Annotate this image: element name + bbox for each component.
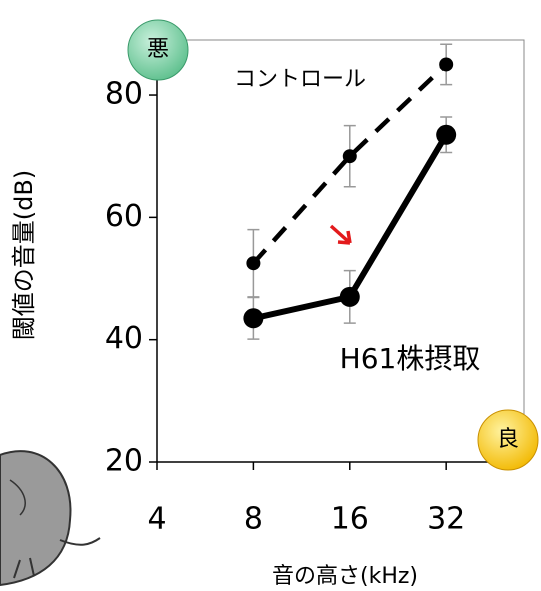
y-tick-label: 60 bbox=[105, 199, 143, 234]
good-label: 良 bbox=[497, 427, 519, 452]
y-tick-label: 20 bbox=[105, 444, 143, 479]
arrow bbox=[331, 226, 350, 243]
point bbox=[436, 125, 456, 145]
point bbox=[246, 256, 260, 270]
point bbox=[343, 149, 357, 163]
y-tick-label: 80 bbox=[105, 77, 143, 112]
chart: 閾値の音量(dB) 音の高さ(kHz) 悪 良 コントロール H61株摂取 20… bbox=[0, 0, 541, 591]
point bbox=[340, 287, 360, 307]
y-axis-label: 閾値の音量(dB) bbox=[10, 170, 38, 340]
point bbox=[243, 308, 263, 328]
x-tick-label: 32 bbox=[427, 502, 465, 537]
x-tick-label: 8 bbox=[244, 502, 263, 537]
x-tick-label: 16 bbox=[331, 502, 369, 537]
series-label: H61株摂取 bbox=[340, 342, 481, 375]
series-label: コントロール bbox=[234, 67, 366, 92]
point bbox=[439, 57, 453, 71]
x-tick-label: 4 bbox=[147, 502, 166, 537]
mouse-illustration bbox=[0, 451, 100, 585]
y-tick-label: 40 bbox=[105, 321, 143, 356]
bad-label: 悪 bbox=[147, 37, 169, 62]
x-axis-label: 音の高さ(kHz) bbox=[272, 564, 418, 589]
plot-frame bbox=[157, 40, 524, 462]
